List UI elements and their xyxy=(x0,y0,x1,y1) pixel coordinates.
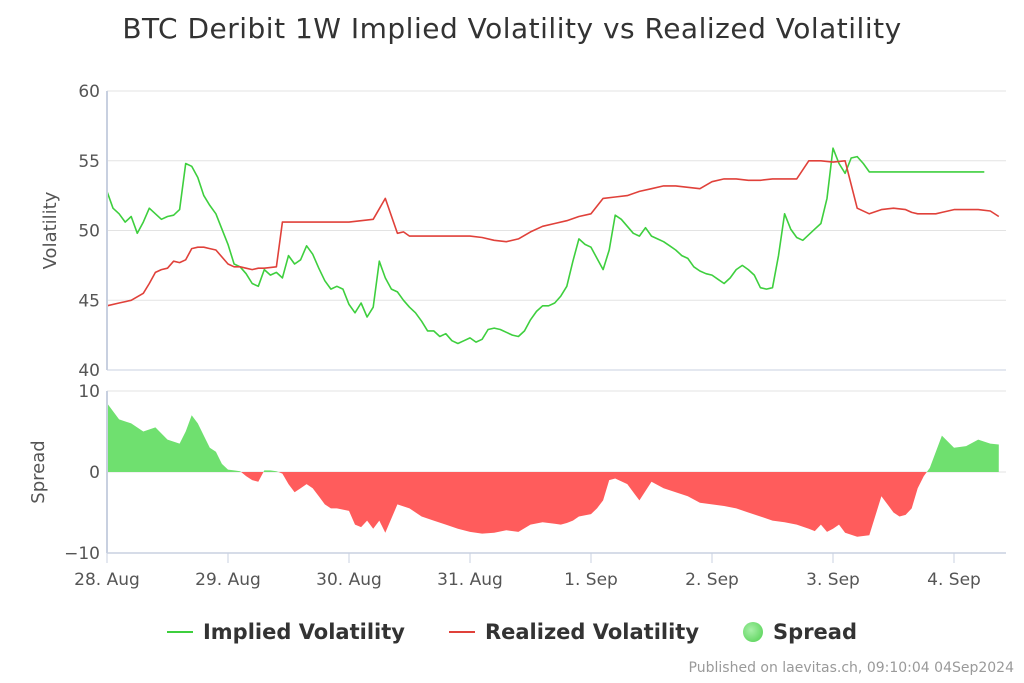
realized-volatility-line xyxy=(106,160,1000,307)
vol-ytick-label: 45 xyxy=(78,291,100,311)
x-tick-label: 2. Sep xyxy=(685,570,739,590)
legend-realized-label: Realized Volatility xyxy=(484,620,700,644)
vol-ytick-label: 60 xyxy=(78,82,100,102)
spread-ytick-label: −10 xyxy=(64,544,100,564)
vol-ytick-label: 50 xyxy=(78,222,100,242)
legend-implied[interactable]: Implied Volatility xyxy=(166,620,405,644)
x-tick-label: 29. Aug xyxy=(195,570,261,590)
labels-layer: 40 45 50 55 60 −10 0 10 28. Aug 29. Aug 30. Aug 31.… xyxy=(28,82,981,590)
legend-implied-label: Implied Volatility xyxy=(202,620,405,644)
axes-layer xyxy=(106,91,1006,563)
spread-layer xyxy=(107,403,999,537)
x-tick-label: 4. Sep xyxy=(927,570,981,590)
legend-implied-swatch xyxy=(166,631,193,633)
legend: Implied Volatility Realized Volatility S… xyxy=(0,620,1024,644)
x-tick-label: 28. Aug xyxy=(74,570,140,590)
x-tick-label: 30. Aug xyxy=(316,570,382,590)
legend-spread-label: Spread xyxy=(773,620,857,644)
vol-ytick-label: 55 xyxy=(78,152,100,172)
spread-area-positive xyxy=(107,403,999,472)
x-tick-label: 31. Aug xyxy=(437,570,503,590)
implied-volatility-line xyxy=(106,147,985,345)
legend-spread[interactable]: Spread xyxy=(743,620,857,644)
legend-realized-swatch xyxy=(448,631,475,633)
chart-title: BTC Deribit 1W Implied Volatility vs Rea… xyxy=(122,12,902,45)
footer-credit: Published on laevitas.ch, 09:10:04 04Sep… xyxy=(688,660,1014,676)
spread-axis-title: Spread xyxy=(28,440,49,503)
x-tick-label: 1. Sep xyxy=(564,570,618,590)
vol-axis-title: Volatility xyxy=(40,191,61,269)
vol-ytick-label: 40 xyxy=(78,361,100,381)
legend-realized[interactable]: Realized Volatility xyxy=(448,620,700,644)
legend-spread-swatch xyxy=(743,622,764,642)
lines-layer xyxy=(106,147,1000,345)
spread-area-negative xyxy=(107,472,999,537)
spread-ytick-label: 0 xyxy=(89,463,100,483)
spread-ytick-label: 10 xyxy=(78,382,100,402)
x-tick-label: 3. Sep xyxy=(806,570,860,590)
